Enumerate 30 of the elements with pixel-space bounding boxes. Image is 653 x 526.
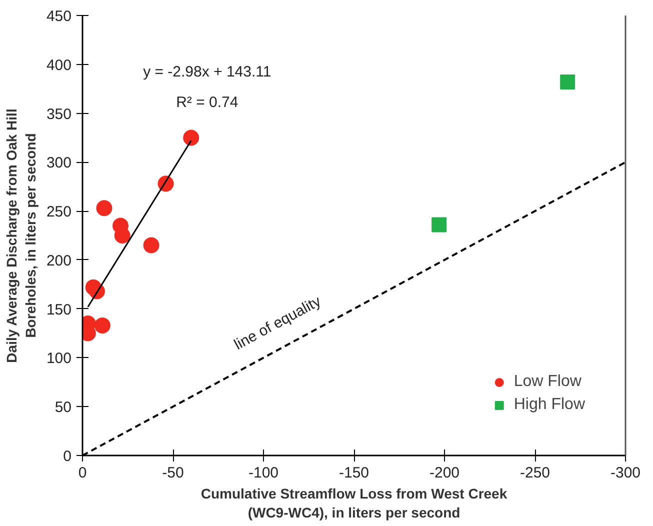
x-tick-label: -50: [162, 464, 184, 482]
y-tick-label: 250: [46, 204, 72, 221]
annotation: y = -2.98x + 143.11: [143, 63, 272, 80]
y-tick-label: 150: [46, 301, 72, 318]
y-axis-title: Daily Average Discharge from Oak Hill Boreholes, in liters per second: [3, 108, 38, 363]
x-axis-title: Cumulative Streamflow Loss from West Creek (WC9-WC4), in liters per second: [200, 486, 508, 521]
x-tick-label: 0: [78, 464, 87, 482]
legend-label: High Flow: [514, 396, 585, 414]
point: [94, 317, 110, 334]
y-tick-label: 0: [63, 448, 72, 465]
point: [143, 237, 160, 254]
y-tick-label: 50: [54, 399, 72, 416]
point: [183, 130, 200, 146]
y-tick-label: 300: [46, 154, 72, 172]
y-tick-label: 350: [46, 106, 72, 123]
point: [114, 228, 130, 244]
x-tick-label: -150: [338, 464, 370, 482]
legend-label: Low Flow: [514, 373, 582, 391]
x-tick-label: -250: [520, 464, 550, 482]
y-tick-label: 400: [46, 56, 72, 74]
annotation: R² = 0.74: [176, 94, 238, 112]
y-tick-label: 450: [46, 8, 72, 25]
x-tick-label: -300: [610, 464, 641, 482]
point: [560, 74, 576, 90]
x-tick-label: -100: [248, 464, 279, 482]
y-tick-label: 100: [46, 350, 72, 368]
y-tick-label: 200: [46, 252, 72, 270]
point: [432, 217, 447, 232]
point: [96, 200, 112, 216]
x-tick-label: -200: [429, 464, 460, 482]
